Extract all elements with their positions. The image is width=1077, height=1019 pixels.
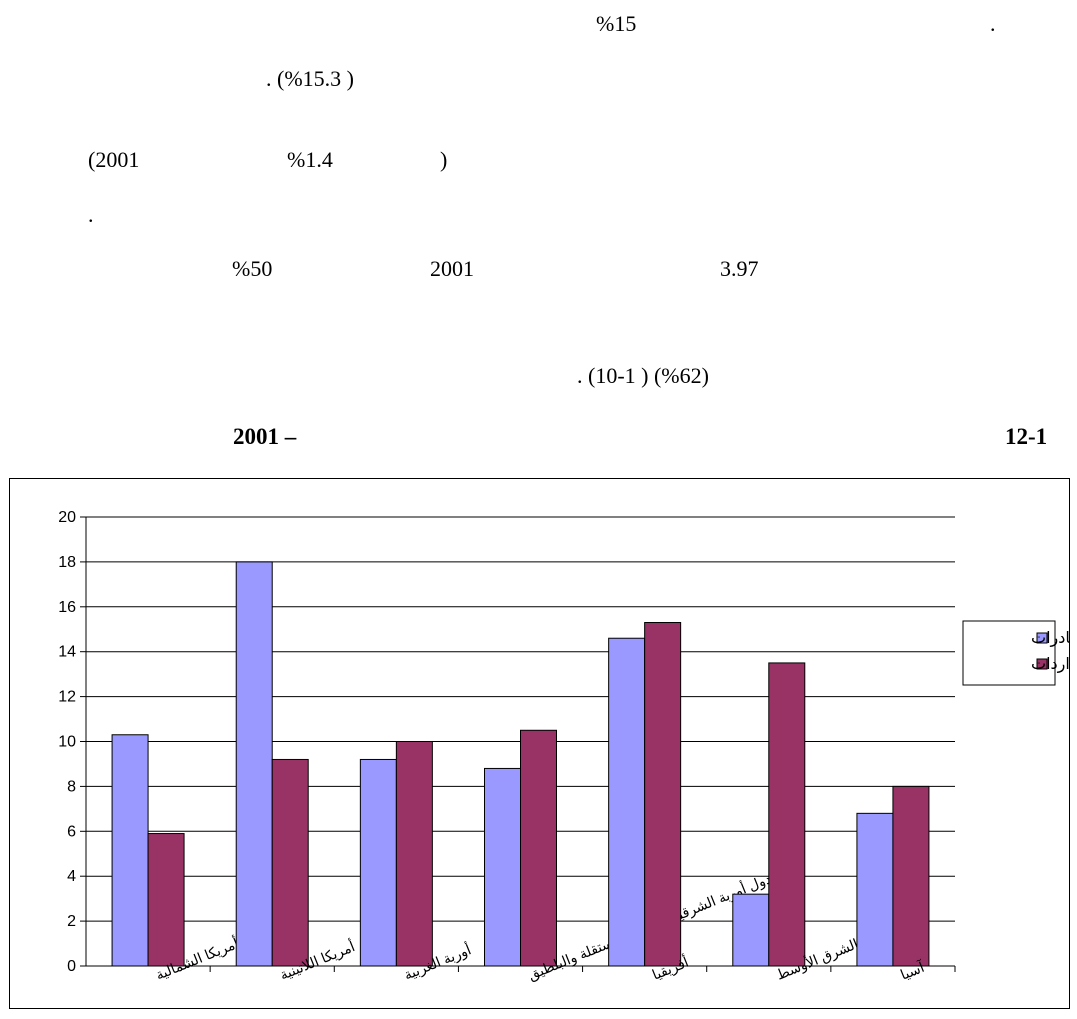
text-line-1-percent: %15 <box>596 11 637 36</box>
y-tick-label: 20 <box>58 509 76 526</box>
figure-number-label: 12-1 <box>1005 424 1048 449</box>
bar-exports <box>608 637 646 967</box>
bar-imports <box>520 729 557 967</box>
text-line-5-number: 3.97 <box>720 256 759 281</box>
bar-exports <box>732 893 770 967</box>
text-line-3-year: (2001 <box>88 147 140 172</box>
y-tick-label: 16 <box>58 599 76 616</box>
legend-label-imports: الواردات <box>1031 656 1069 674</box>
y-tick-label: 8 <box>67 778 76 795</box>
chart-frame: 0 2 4 6 8 10 12 14 16 18 20 أمريكا الشمالية أمريكا ا… <box>9 478 1070 1009</box>
text-line-5-year: 2001 <box>430 256 474 281</box>
y-tick-label: 14 <box>58 644 76 661</box>
bar-imports <box>147 833 185 967</box>
bar-imports <box>644 622 682 967</box>
bar-exports <box>111 734 149 967</box>
text-line-6: . (10-1 ) (%62) <box>577 363 709 388</box>
legend-label-exports: الصادرات <box>1031 630 1069 648</box>
legend-swatch-imports <box>1036 658 1048 670</box>
y-tick-label: 0 <box>67 958 76 975</box>
text-line-3-percent: %1.4 <box>287 147 333 172</box>
legend-box <box>962 620 1056 686</box>
bar-exports <box>484 767 521 967</box>
bar-imports <box>271 758 309 967</box>
bar-imports <box>768 662 806 967</box>
y-tick-label: 4 <box>67 868 76 885</box>
text-line-3-paren: ) <box>440 147 448 172</box>
bar-exports <box>856 812 894 967</box>
bar-exports <box>235 561 273 967</box>
y-tick-label: 12 <box>58 689 76 706</box>
text-line-1-dot: . <box>990 11 996 36</box>
text-line-4-dot: . <box>88 202 94 227</box>
y-tick-label: 10 <box>58 734 76 751</box>
figure-year-label: 2001 – <box>233 424 297 449</box>
bar-imports <box>395 741 433 967</box>
y-tick-label: 2 <box>67 913 76 930</box>
y-tick-label: 6 <box>67 823 76 840</box>
text-line-5-percent: %50 <box>232 256 273 281</box>
y-tick-label: 18 <box>58 554 76 571</box>
text-line-2: . (%15.3 ) <box>266 66 354 91</box>
legend-swatch-exports <box>1036 632 1048 644</box>
bar-exports <box>359 758 397 967</box>
bar-imports <box>892 785 930 967</box>
